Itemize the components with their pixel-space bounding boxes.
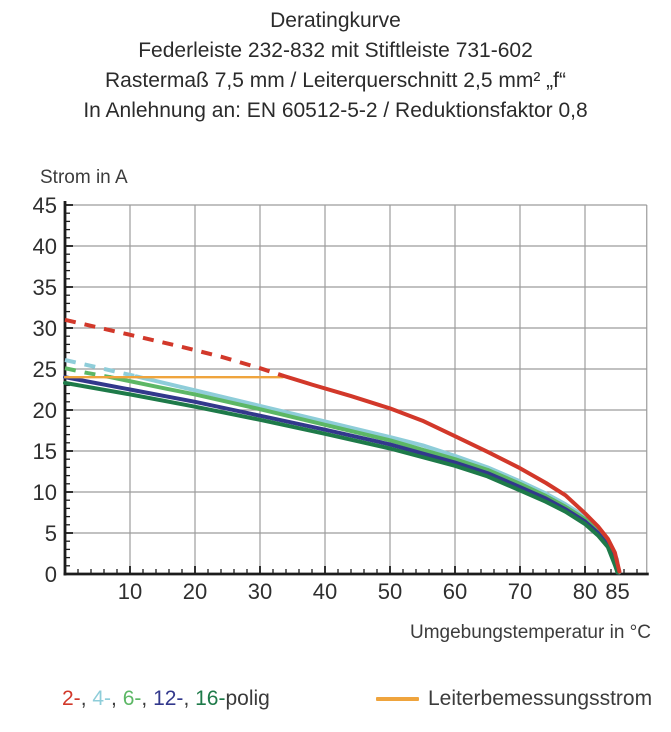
legend-pole-6: 6- [122,687,142,710]
title-line-2: Federleiste 232-832 mit Stiftleiste 731-… [138,39,533,62]
legend-pole-4: 4- [92,687,112,710]
derating-chart: 10 20 30 40 50 60 70 80 85 0 5 10 15 20 25 30 35 40 45 [33,193,649,604]
legend-separator: , [183,687,196,710]
svg-text:35: 35 [33,275,57,300]
svg-text:50: 50 [378,579,402,604]
legend-rated-current: Leiterbemessungsstrom [376,687,652,711]
svg-text:20: 20 [33,398,57,423]
chart-area: 10 20 30 40 50 60 70 80 85 0 5 10 15 20 25 30 35 40 45 [0,182,671,612]
legend-poles-suffix: polig [225,687,270,710]
svg-text:30: 30 [33,316,57,341]
svg-text:40: 40 [313,579,337,604]
svg-text:40: 40 [33,234,57,259]
title-line-4: In Anlehnung an: EN 60512-5-2 / Reduktio… [83,99,588,122]
chart-title-block: Deratingkurve Federleiste 232-832 mit St… [0,6,671,126]
svg-text:80: 80 [573,579,597,604]
y-axis-label: Strom in A [40,167,128,188]
legend-pole-12: 12- [153,687,184,710]
legend-separator: , [141,687,154,710]
svg-text:30: 30 [248,579,272,604]
title-line-3: Rastermaß 7,5 mm / Leiterquerschnitt 2,5… [105,69,566,92]
svg-text:85: 85 [605,579,629,604]
svg-text:45: 45 [33,193,57,218]
legend-pole-2: 2- [62,687,81,710]
legend-pole-16: 16- [195,687,226,710]
svg-text:10: 10 [118,579,142,604]
svg-text:0: 0 [45,562,57,587]
svg-text:15: 15 [33,439,57,464]
svg-text:25: 25 [33,357,57,382]
x-axis-label: Umgebungstemperatur in °C [410,622,651,643]
rated-current-label: Leiterbemessungsstrom [428,687,653,710]
rated-current-line-swatch [376,697,419,701]
svg-text:20: 20 [183,579,207,604]
title-line-1: Deratingkurve [270,9,401,32]
svg-text:5: 5 [45,521,57,546]
svg-text:10: 10 [33,480,57,505]
legend-separator: , [111,687,123,710]
svg-text:60: 60 [443,579,467,604]
legend-poles: 2-, 4-, 6-, 12-, 16-polig [62,687,270,711]
legend-separator: , [80,687,93,710]
svg-text:70: 70 [508,579,532,604]
